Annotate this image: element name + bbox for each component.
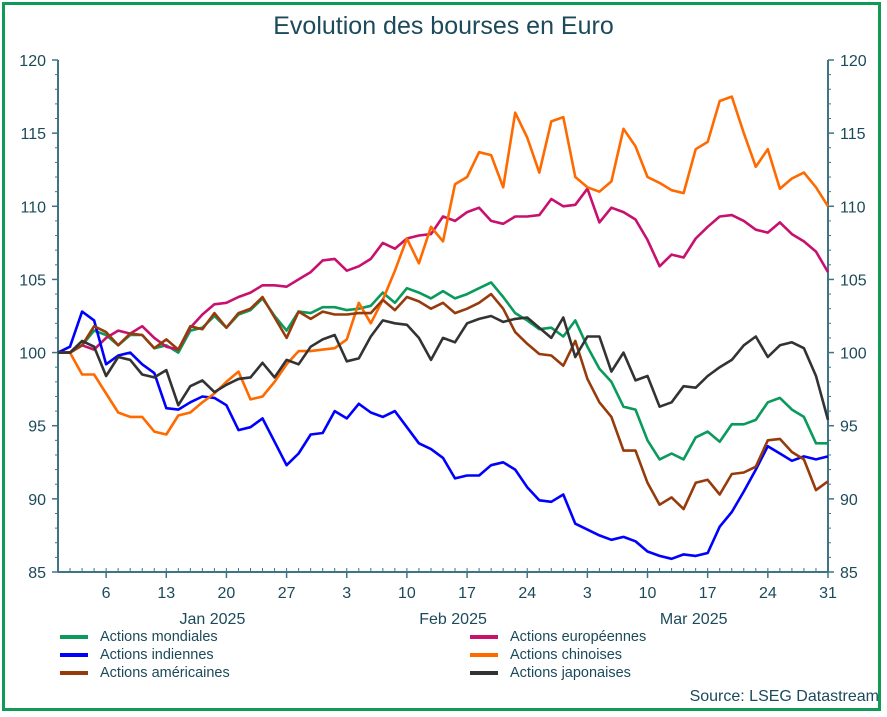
series-line-0 — [58, 281, 828, 461]
legend-swatch — [60, 671, 88, 675]
y-tick-label-right: 110 — [840, 199, 866, 216]
legend-item-americaines: Actions américaines — [60, 664, 230, 682]
y-tick-label-right: 105 — [840, 272, 867, 289]
legend-item-indiennes: Actions indiennes — [60, 646, 214, 664]
y-tick-label-right: 90 — [840, 492, 858, 509]
x-tick-label: 10 — [639, 585, 657, 602]
legend-label: Actions chinoises — [510, 647, 623, 663]
y-tick-label-right: 100 — [840, 346, 867, 363]
legend: Actions mondiales Actions indiennes Acti… — [0, 628, 887, 688]
chart-title: Evolution des bourses en Euro — [273, 12, 614, 40]
legend-item-japonaises: Actions japonaises — [470, 664, 631, 682]
legend-swatch — [60, 635, 88, 639]
legend-swatch — [60, 653, 88, 657]
x-tick-label: 13 — [157, 585, 175, 602]
legend-label: Actions indiennes — [100, 647, 214, 663]
y-tick-label-left: 85 — [28, 565, 46, 582]
y-tick-label-right: 120 — [840, 53, 867, 70]
month-label: Feb 2025 — [419, 611, 487, 628]
x-tick-label: 6 — [102, 585, 111, 602]
y-tick-label-right: 85 — [840, 565, 858, 582]
legend-item-mondiales: Actions mondiales — [60, 628, 218, 646]
source-note: Source: LSEG Datastream — [689, 688, 879, 705]
legend-swatch — [470, 653, 498, 657]
legend-label: Actions américaines — [100, 665, 230, 681]
x-tick-label: 20 — [218, 585, 236, 602]
series-line-4 — [58, 292, 829, 511]
y-tick-label-left: 105 — [19, 272, 46, 289]
legend-item-chinoises: Actions chinoises — [470, 646, 622, 664]
x-tick-label: 3 — [342, 585, 351, 602]
x-tick-label: 3 — [583, 585, 592, 602]
legend-item-europeennes: Actions européennes — [470, 628, 646, 646]
x-tick-label: 10 — [398, 585, 416, 602]
legend-label: Actions mondiales — [100, 629, 218, 645]
y-tick-label-right: 115 — [840, 126, 866, 143]
series-line-2 — [57, 310, 829, 561]
x-tick-label: 17 — [458, 585, 476, 602]
series-line-5 — [58, 314, 830, 421]
y-tick-label-left: 100 — [19, 346, 46, 363]
y-tick-label-left: 115 — [20, 126, 46, 143]
x-tick-label: 31 — [819, 585, 837, 602]
legend-swatch — [470, 671, 498, 675]
month-label: Mar 2025 — [660, 611, 728, 628]
y-tick-label-left: 95 — [28, 419, 46, 436]
x-tick-label: 24 — [518, 585, 536, 602]
x-tick-label: 24 — [759, 585, 777, 602]
legend-label: Actions européennes — [510, 629, 647, 645]
x-tick-label: 27 — [278, 585, 296, 602]
x-tick-label: 17 — [699, 585, 717, 602]
y-tick-label-left: 110 — [20, 199, 46, 216]
chart-frame — [2, 2, 881, 711]
legend-swatch — [470, 635, 498, 639]
y-tick-label-right: 95 — [840, 419, 858, 436]
y-tick-label-left: 90 — [28, 492, 46, 509]
y-tick-label-left: 120 — [19, 53, 46, 70]
series-line-3 — [58, 95, 830, 436]
legend-label: Actions japonaises — [510, 665, 631, 681]
month-label: Jan 2025 — [180, 611, 246, 628]
series-line-1 — [58, 187, 830, 354]
